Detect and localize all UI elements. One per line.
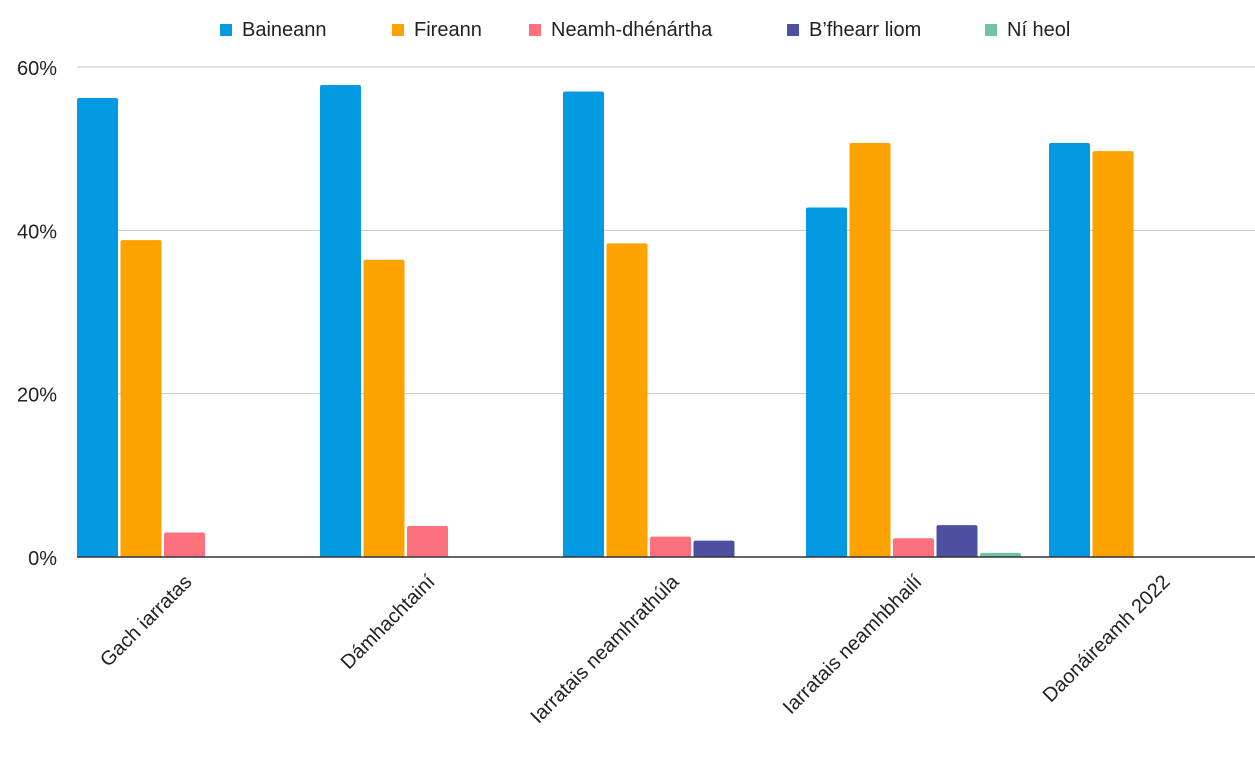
bar-damhachtaini-baineann — [320, 84, 361, 557]
bar-gach-iarratas-baineann — [77, 98, 118, 558]
legend-label: Neamh-dhénártha — [551, 19, 713, 41]
bar-iarratais-neamhrathula-baineann — [563, 91, 604, 557]
bar-damhachtaini-neamh-dhenartha — [407, 525, 448, 557]
bar-iarratais-neamhrathula-neamh-dhenartha — [650, 536, 691, 557]
bar-gach-iarratas-fireann — [120, 240, 162, 557]
x-axis-ticks: Gach iarratas Dámhachtainí Iarratais neamh… — [96, 570, 1174, 728]
bar-iarratais-neamhbhaili-b-fhearr-liom — [936, 525, 978, 557]
legend-swatch — [220, 24, 232, 36]
legend-label: Fireann — [414, 19, 482, 41]
bar-daonaireamh-2022-baineann — [1049, 142, 1090, 557]
bars — [77, 84, 1134, 558]
bar-iarratais-neamhbhaili-fireann — [849, 142, 891, 557]
legend-swatch — [787, 24, 799, 36]
legend-item-ni-heol: Ní heol — [985, 19, 1070, 41]
legend-item-b-fhearr-liom: B’fhearr liom — [787, 19, 921, 41]
x-tick-label: Gach iarratas — [96, 571, 196, 671]
legend-label: Baineann — [242, 19, 327, 41]
x-tick-label: Dámhachtainí — [337, 571, 440, 674]
y-tick-label: 40% — [17, 221, 57, 243]
legend-item-fireann: Fireann — [392, 19, 482, 41]
bar-iarratais-neamhbhaili-baineann — [806, 207, 847, 557]
y-tick-label: 20% — [17, 385, 57, 407]
bar-iarratais-neamhbhaili-neamh-dhenartha — [893, 538, 934, 557]
legend-swatch — [392, 24, 404, 36]
y-tick-label: 60% — [17, 58, 57, 80]
x-tick-label: Iarratais neamhbhailí — [779, 571, 927, 719]
x-tick-label: Iarratais neamhrathúla — [526, 570, 684, 728]
x-tick-label: Daonáireamh 2022 — [1039, 571, 1175, 707]
legend-swatch — [985, 24, 997, 36]
bar-iarratais-neamhrathula-b-fhearr-liom — [693, 540, 735, 557]
bar-iarratais-neamhbhaili-ni-heol — [980, 552, 1021, 557]
legend-item-baineann: Baineann — [220, 19, 327, 41]
legend-label: Ní heol — [1007, 19, 1070, 41]
bar-gach-iarratas-neamh-dhenartha — [164, 532, 205, 557]
bar-iarratais-neamhrathula-fireann — [606, 243, 648, 557]
y-axis-ticks: 0% 20% 40% 60% — [17, 58, 57, 570]
y-tick-label: 0% — [28, 548, 57, 570]
legend-swatch — [529, 24, 541, 36]
bar-daonaireamh-2022-fireann — [1092, 151, 1134, 557]
legend-item-neamh-dhenartha: Neamh-dhénártha — [529, 19, 713, 41]
legend: Baineann Fireann Neamh-dhénártha B’fhearr l… — [220, 19, 1070, 41]
bar-damhachtaini-fireann — [363, 259, 405, 557]
legend-label: B’fhearr liom — [809, 19, 921, 41]
